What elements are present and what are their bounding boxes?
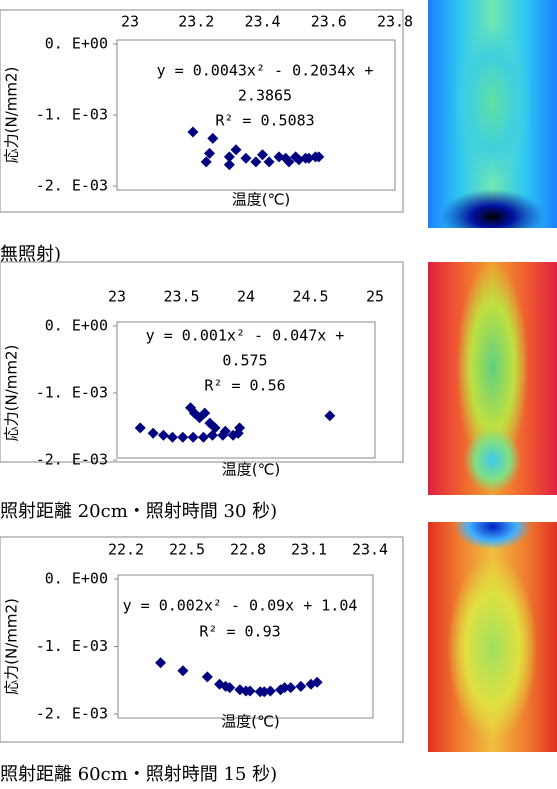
x-tick-label: 23.6 <box>311 13 347 31</box>
equation: y = 0.001x² - 0.047x + <box>146 327 345 345</box>
thermal-image <box>428 0 557 228</box>
x-tick-label: 23 <box>121 13 139 31</box>
data-point <box>240 153 251 164</box>
x-axis-label: 温度(℃) <box>221 713 280 731</box>
y-tick-label: -2. E-03 <box>36 705 108 723</box>
y-axis-label: 応力(N/mm2) <box>3 345 21 442</box>
x-tick-label: 22.2 <box>108 541 144 559</box>
chart-frame <box>0 262 403 462</box>
data-point <box>324 410 335 421</box>
charts: 23 23.2 23.4 23.6 23.8 0. E+00 -1. E-03 -2. E-0… <box>0 0 428 789</box>
data-point <box>202 671 213 682</box>
page: 23 23.2 23.4 23.6 23.8 0. E+00 -1. E-03 -2. E-0… <box>0 0 557 789</box>
x-tick-label: 23.1 <box>291 541 327 559</box>
data-point <box>257 149 268 160</box>
y-tick-label: -1. E-03 <box>36 637 108 655</box>
data-point <box>264 156 275 167</box>
thermal-image <box>428 262 557 495</box>
y-axis-label: 応力(N/mm2) <box>3 598 21 695</box>
thermal-image <box>428 522 557 752</box>
equation: y = 0.002x² - 0.09x + 1.04 <box>123 597 358 615</box>
y-tick-label: -2. E-03 <box>36 451 108 469</box>
equation: 2.3865 <box>238 87 292 105</box>
data-point <box>158 430 169 441</box>
y-tick-label: -2. E-03 <box>36 177 108 195</box>
equation: y = 0.0043x² - 0.2034x + <box>157 62 374 80</box>
x-tick-label: 22.5 <box>169 541 205 559</box>
equation: R² = 0.5083 <box>215 112 314 130</box>
data-point <box>167 432 178 443</box>
x-tick-label: 23.4 <box>244 13 280 31</box>
data-point <box>148 428 159 439</box>
data-point <box>198 432 209 443</box>
y-tick-label: 0. E+00 <box>45 35 108 53</box>
x-tick-label: 23.5 <box>163 288 199 306</box>
data-point <box>231 144 242 155</box>
data-point <box>250 156 261 167</box>
equation: R² = 0.93 <box>199 623 280 641</box>
x-tick-label: 23 <box>108 288 126 306</box>
x-axis-label: 温度(℃) <box>232 191 291 209</box>
y-tick-label: -1. E-03 <box>36 106 108 124</box>
caption: 照射距離 20cm・照射時間 30 秒) <box>0 501 277 522</box>
data-point <box>135 422 146 433</box>
data-point <box>177 665 188 676</box>
y-axis-label: 応力(N/mm2) <box>3 67 21 164</box>
x-axis-label: 温度(℃) <box>222 461 281 479</box>
x-tick-label: 25 <box>366 288 384 306</box>
x-tick-label: 24 <box>237 288 255 306</box>
data-point <box>295 681 306 692</box>
data-point <box>224 151 235 162</box>
x-tick-label: 24.5 <box>292 288 328 306</box>
equation: 0.575 <box>222 352 267 370</box>
data-point <box>155 657 166 668</box>
data-point <box>187 127 198 138</box>
y-tick-label: -1. E-03 <box>36 384 108 402</box>
x-tick-label: 23.4 <box>352 541 388 559</box>
x-tick-label: 22.8 <box>230 541 266 559</box>
y-tick-label: 0. E+00 <box>45 317 108 335</box>
data-point <box>188 432 199 443</box>
y-tick-label: 0. E+00 <box>45 570 108 588</box>
data-point <box>177 432 188 443</box>
equation: R² = 0.56 <box>204 377 285 395</box>
caption: 照射距離 60cm・照射時間 15 秒) <box>0 764 277 785</box>
data-point <box>207 133 218 144</box>
x-tick-label: 23.8 <box>377 13 413 31</box>
x-tick-label: 23.2 <box>178 13 214 31</box>
